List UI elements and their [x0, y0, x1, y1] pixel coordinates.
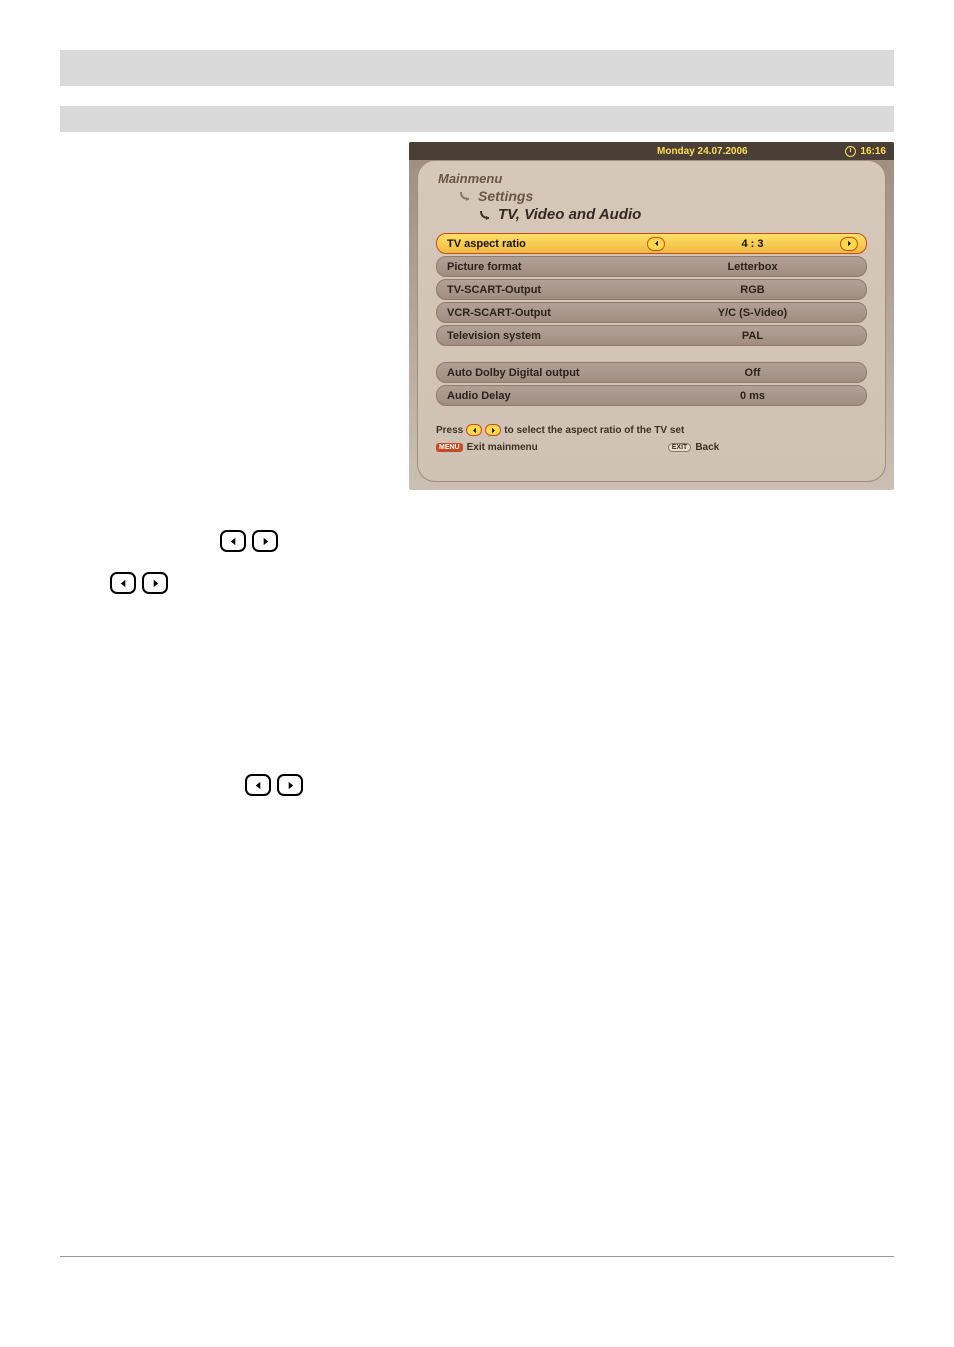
arrow-right-icon [142, 572, 168, 594]
settings-rows: TV aspect ratio 4 : 3 Picture fo [436, 233, 867, 406]
doc-arrow-pair-1 [220, 530, 894, 552]
setting-value: Letterbox [727, 261, 777, 273]
setting-label: Audio Delay [447, 390, 647, 402]
arc-icon [478, 208, 492, 222]
doc-arrow-pair-2 [110, 572, 894, 594]
setting-label: Television system [447, 330, 647, 342]
doc-arrow-pair-3 [245, 774, 894, 796]
setting-row-audio-delay[interactable]: Audio Delay 0 ms [436, 385, 867, 406]
breadcrumb-lvl2: Settings [458, 188, 867, 204]
setting-row-picture-format[interactable]: Picture format Letterbox [436, 256, 867, 277]
setting-row-tv-scart[interactable]: TV-SCART-Output RGB [436, 279, 867, 300]
osd-time: 16:16 [860, 146, 886, 157]
arrow-right-icon [252, 530, 278, 552]
arc-icon [458, 189, 472, 203]
clock-icon [845, 146, 856, 157]
osd-hint: Press to select the aspect ratio of the … [436, 424, 867, 436]
setting-row-dolby[interactable]: Auto Dolby Digital output Off [436, 362, 867, 383]
arrow-right-icon [277, 774, 303, 796]
arrow-left-icon [110, 572, 136, 594]
arrow-left-icon [466, 424, 482, 436]
setting-value: Y/C (S-Video) [718, 307, 787, 319]
header-bar [60, 50, 894, 86]
osd-top-bar: Monday 24.07.2006 16:16 [409, 142, 894, 160]
arrow-left-icon [220, 530, 246, 552]
nav-menu-label: Exit mainmenu [467, 442, 538, 453]
setting-label: TV-SCART-Output [447, 284, 647, 296]
footer-divider [60, 1256, 894, 1257]
exit-key-icon: EXIT [668, 443, 692, 452]
nav-exit-label: Back [695, 442, 719, 453]
osd-nav-hints: MENU Exit mainmenu EXIT Back [436, 442, 867, 453]
setting-value: Off [745, 367, 761, 379]
setting-label: TV aspect ratio [447, 238, 647, 250]
breadcrumb-lvl1: Mainmenu [438, 171, 867, 186]
tv-menu-screenshot: Monday 24.07.2006 16:16 Mainmenu Setting… [409, 142, 894, 490]
arrow-left-icon[interactable] [647, 237, 665, 251]
breadcrumb-lvl3: TV, Video and Audio [478, 206, 867, 223]
menu-key-icon: MENU [436, 443, 463, 452]
arrow-right-icon [485, 424, 501, 436]
setting-label: Picture format [447, 261, 647, 273]
setting-row-tv-aspect[interactable]: TV aspect ratio 4 : 3 [436, 233, 867, 254]
setting-label: VCR-SCART-Output [447, 307, 647, 319]
sub-header-bar [60, 106, 894, 132]
setting-value: 0 ms [740, 390, 765, 402]
setting-value: RGB [740, 284, 764, 296]
setting-label: Auto Dolby Digital output [447, 367, 647, 379]
osd-date: Monday 24.07.2006 [657, 146, 748, 157]
setting-row-tv-system[interactable]: Television system PAL [436, 325, 867, 346]
setting-value: 4 : 3 [741, 238, 763, 250]
arrow-left-icon [245, 774, 271, 796]
osd-menu-panel: Mainmenu Settings TV, Video and Audio TV… [417, 160, 886, 482]
arrow-right-icon[interactable] [840, 237, 858, 251]
setting-row-vcr-scart[interactable]: VCR-SCART-Output Y/C (S-Video) [436, 302, 867, 323]
setting-value: PAL [742, 330, 763, 342]
